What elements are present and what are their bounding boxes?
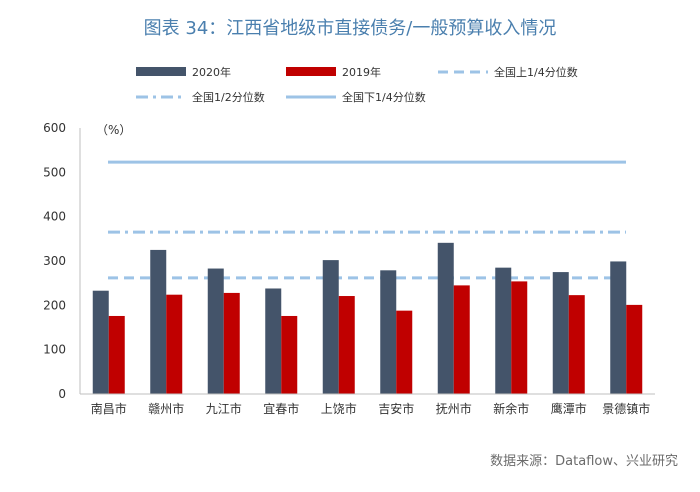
- bar-2019: [453, 285, 470, 394]
- source-note: 数据来源：Dataflow、兴业研究: [490, 454, 678, 469]
- bar-2019: [568, 295, 585, 394]
- legend-label: 全国下1/4分位数: [342, 90, 426, 104]
- legend-swatch: [286, 67, 336, 76]
- unit-label: （%）: [96, 123, 131, 137]
- y-tick-label: 300: [43, 254, 66, 268]
- bar-2020: [552, 272, 569, 394]
- bar-2020: [437, 242, 454, 394]
- legend-label: 2020年: [192, 65, 231, 79]
- y-axis: 0 100 200 300 400 500 600: [43, 121, 81, 401]
- chart-title: 图表 34：江西省地级市直接债务/一般预算收入情况: [143, 18, 557, 39]
- legend-swatch: [136, 67, 186, 76]
- bar-2020: [380, 270, 397, 394]
- bar-2020: [92, 290, 109, 394]
- bar-2020: [610, 261, 627, 394]
- x-tick-label: 九江市: [206, 401, 242, 416]
- bar-2019: [281, 315, 298, 394]
- x-axis: 南昌市 赣州市 九江市 宜春市 上饶市 吉安市 抚州市 新余市 鹰潭市 景德镇市: [80, 393, 655, 416]
- x-tick-label: 宜春市: [263, 401, 299, 416]
- y-tick-label: 0: [58, 387, 66, 401]
- bar-2019: [511, 281, 528, 394]
- x-tick-label: 景德镇市: [602, 401, 650, 416]
- x-tick-label: 南昌市: [91, 401, 127, 416]
- legend-label: 2019年: [342, 65, 381, 79]
- legend-label: 全国上1/4分位数: [494, 65, 578, 79]
- bar-2020: [265, 288, 282, 394]
- x-tick-label: 赣州市: [148, 401, 184, 416]
- x-tick-label: 吉安市: [378, 401, 414, 416]
- bar-2019: [223, 292, 240, 394]
- bar-2019: [166, 294, 183, 394]
- bar-2019: [626, 304, 643, 394]
- y-tick-label: 600: [43, 121, 66, 135]
- y-tick-label: 200: [43, 298, 66, 312]
- x-tick-label: 抚州市: [436, 401, 472, 416]
- bar-2020: [207, 268, 224, 394]
- bar-2019: [396, 310, 413, 394]
- bar-2020: [150, 249, 167, 394]
- x-tick-label: 鹰潭市: [551, 401, 587, 416]
- x-tick-label: 上饶市: [321, 401, 357, 416]
- bar-2020: [495, 267, 512, 394]
- x-tick-label: 新余市: [493, 401, 529, 416]
- bar-2019: [338, 296, 355, 394]
- y-tick-label: 500: [43, 165, 66, 179]
- bars: [92, 242, 643, 394]
- legend-label: 全国1/2分位数: [192, 90, 265, 104]
- bar-2020: [322, 260, 339, 394]
- y-tick-label: 400: [43, 210, 66, 224]
- y-tick-label: 100: [43, 343, 66, 357]
- bar-2019: [108, 315, 125, 394]
- reference-lines: [108, 160, 626, 280]
